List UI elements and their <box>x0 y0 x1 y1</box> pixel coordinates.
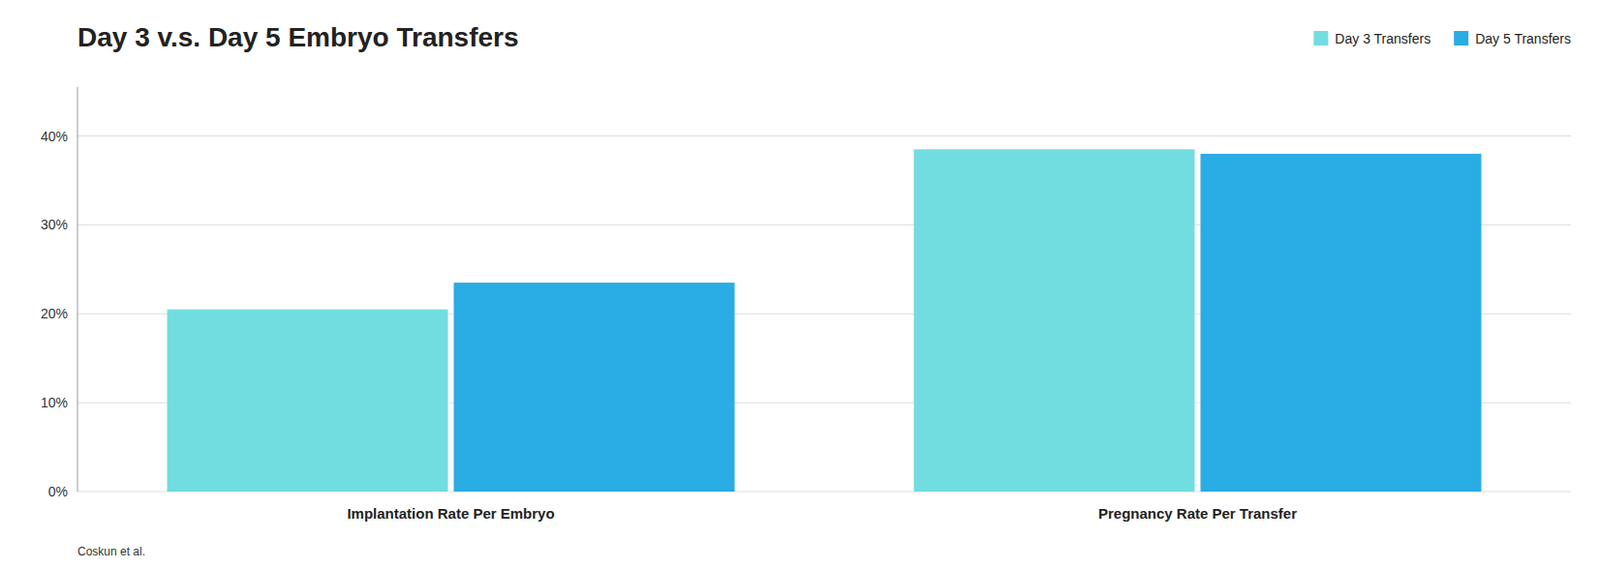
legend-swatch <box>1313 30 1328 46</box>
axis-line <box>77 87 79 493</box>
legend-label: Day 3 Transfers <box>1334 30 1431 47</box>
tick-label: 0% <box>48 484 68 500</box>
chart: Day 3 v.s. Day 5 Embryo Transfers 0% 10% 20… <box>0 0 1600 569</box>
category-label: Pregnancy Rate Per Transfer <box>1098 505 1297 523</box>
tick-label: 10% <box>40 395 68 411</box>
title: Day 3 v.s. Day 5 Embryo Transfers <box>77 22 520 53</box>
bar <box>1200 153 1482 493</box>
y-axis: 0% 10% 20% 30% 40% <box>40 87 1571 500</box>
bar <box>914 149 1196 493</box>
tick-label: 40% <box>40 128 68 145</box>
bar <box>454 282 736 493</box>
bars <box>167 149 1482 493</box>
category-label: Implantation Rate Per Embryo <box>346 505 554 523</box>
legend-swatch <box>1453 30 1469 46</box>
legend-label: Day 5 Transfers <box>1475 30 1571 47</box>
bar <box>167 309 449 493</box>
grid-line <box>77 135 1571 137</box>
footnote: Coskun et al. <box>77 545 146 559</box>
tick-label: 20% <box>40 306 68 322</box>
legend: Day 5 Transfers Day 3 Transfers <box>1313 30 1571 47</box>
tick-label: 30% <box>40 216 68 233</box>
